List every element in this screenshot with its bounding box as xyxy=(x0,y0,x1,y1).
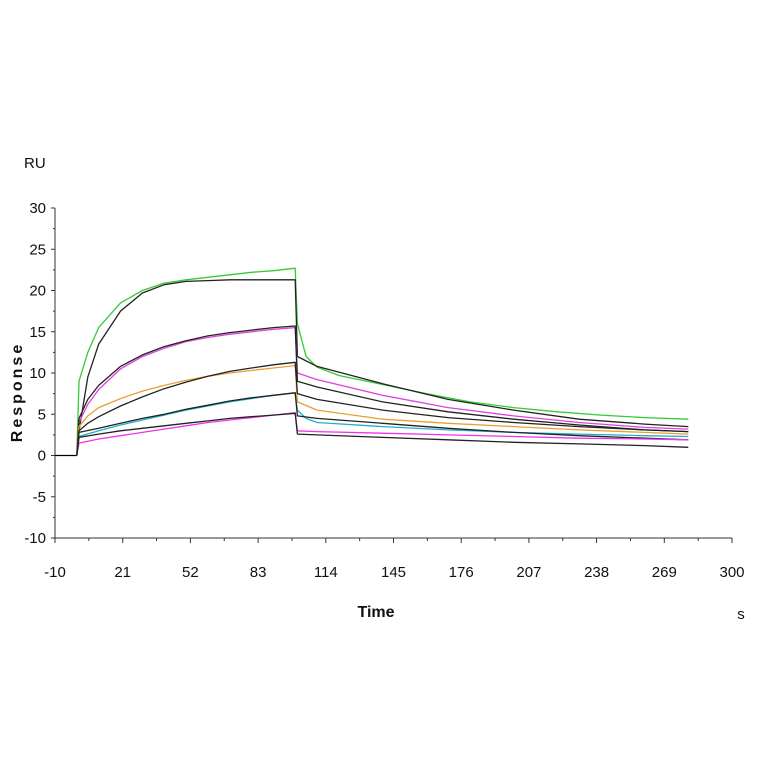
x-tick-label: 83 xyxy=(250,564,267,581)
y-ticks: 30 25 20 15 10 5 0 -5 -10 xyxy=(24,200,55,547)
series-line-1 xyxy=(76,267,689,456)
y-tick-label: 25 xyxy=(29,241,46,258)
x-tick-label: 114 xyxy=(314,564,338,581)
x-tick-label: 145 xyxy=(381,564,406,581)
y-tick-label: 20 xyxy=(29,283,46,300)
y-tick-label: 30 xyxy=(29,200,46,217)
y-tick-label: -10 xyxy=(24,530,46,547)
y-tick-label: 15 xyxy=(29,324,46,341)
series-line-5 xyxy=(76,364,689,456)
x-tick-label: -10 xyxy=(44,564,66,581)
series-line-2 xyxy=(76,279,689,456)
series-line-8 xyxy=(76,392,689,456)
y-tick-label: 5 xyxy=(38,406,46,423)
x-unit-label: s xyxy=(737,606,745,623)
series-line-3 xyxy=(76,326,689,456)
series-line-10 xyxy=(76,412,689,456)
y-unit-label: RU xyxy=(24,155,46,172)
x-tick-label: 300 xyxy=(719,564,744,581)
x-ticks: -10 21 52 83 114 145 176 207 238 269 300 xyxy=(44,538,745,581)
x-tick-label: 52 xyxy=(182,564,199,581)
x-tick-label: 176 xyxy=(449,564,474,581)
x-tick-label: 21 xyxy=(114,564,131,581)
x-tick-label: 238 xyxy=(584,564,609,581)
y-tick-label: 0 xyxy=(38,448,46,465)
series-line-4 xyxy=(76,325,689,456)
y-axis-title: Response xyxy=(9,342,26,442)
x-axis-title: Time xyxy=(357,604,394,621)
y-tick-label: 10 xyxy=(29,365,46,382)
series-layer xyxy=(55,267,689,457)
x-tick-label: 269 xyxy=(652,564,677,581)
series-line-6 xyxy=(76,361,689,456)
y-tick-label: -5 xyxy=(33,489,46,506)
x-tick-label: 207 xyxy=(516,564,541,581)
